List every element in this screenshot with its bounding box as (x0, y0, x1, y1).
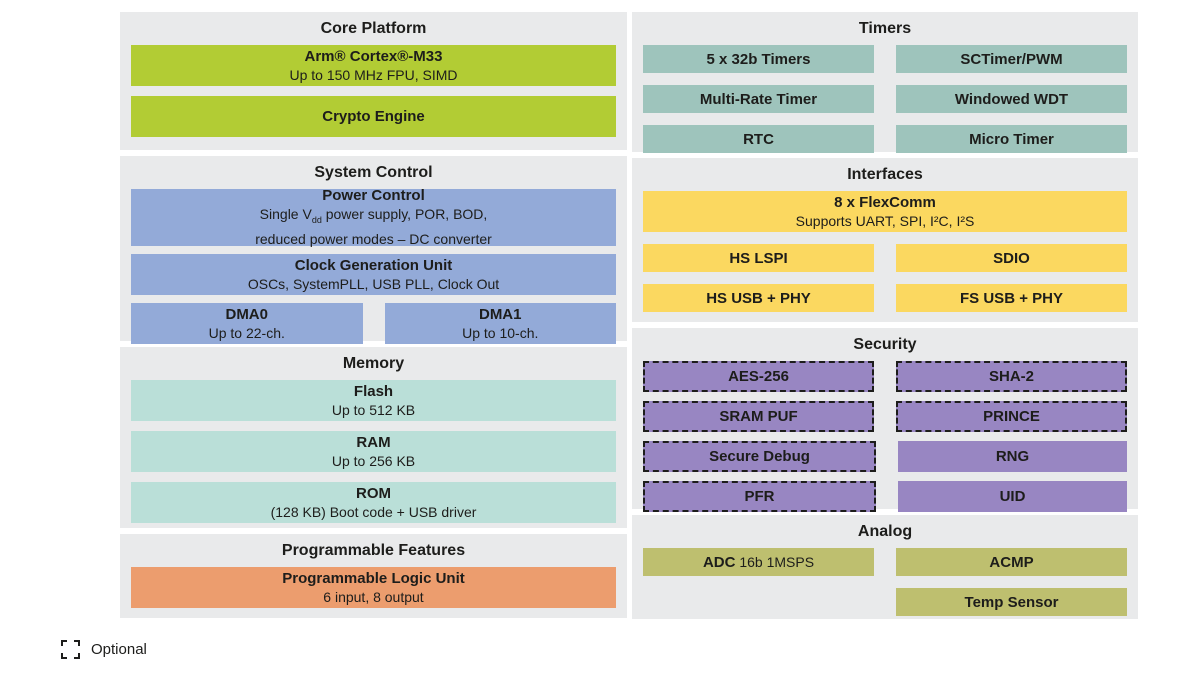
block-adc: ADC 16b 1MSPS (643, 548, 874, 576)
section-title-analog: Analog (857, 523, 913, 540)
block-multi-rate-timer: Multi-Rate Timer (643, 85, 874, 113)
block-dma1: DMA1 Up to 10-ch. (384, 303, 616, 344)
section-title-core-platform: Core Platform (320, 20, 427, 37)
block-clock-generation-subtitle: OSCs, SystemPLL, USB PLL, Clock Out (247, 275, 500, 292)
block-pfr: PFR (643, 481, 876, 512)
block-windowed-wdt: Windowed WDT (896, 85, 1127, 113)
section-security: Security AES-256 SHA-2 SRAM PUF PRINCE S… (632, 328, 1138, 512)
section-title-interfaces: Interfaces (847, 166, 923, 183)
block-ram: RAM Up to 256 KB (131, 431, 616, 472)
block-rom-title: ROM (356, 484, 391, 502)
block-flexcomm-title: 8 x FlexComm (834, 193, 936, 211)
section-title-system-control: System Control (314, 164, 433, 181)
block-sha-2: SHA-2 (896, 361, 1127, 392)
block-rtc: RTC (643, 125, 874, 153)
block-power-control-line3: reduced power modes – DC converter (255, 230, 492, 247)
block-rom-subtitle: (128 KB) Boot code + USB driver (270, 503, 477, 520)
block-power-control: Power Control Single Vdd power supply, P… (131, 187, 616, 247)
block-dma1-subtitle: Up to 10-ch. (462, 324, 539, 341)
block-dma0-title: DMA0 (225, 305, 268, 323)
section-system-control: System Control Power Control Single Vdd … (120, 156, 627, 344)
optional-dashed-swatch (61, 640, 80, 659)
block-clock-generation: Clock Generation Unit OSCs, SystemPLL, U… (131, 254, 616, 295)
block-dma0: DMA0 Up to 22-ch. (131, 303, 363, 344)
block-sdio: SDIO (896, 244, 1127, 272)
section-title-timers: Timers (858, 20, 912, 37)
block-dma1-title: DMA1 (478, 305, 522, 323)
block-adc-label: ADC 16b 1MSPS (702, 553, 815, 571)
block-fs-usb-phy: FS USB + PHY (896, 284, 1127, 312)
block-aes-256: AES-256 (643, 361, 874, 392)
block-micro-timer: Micro Timer (896, 125, 1127, 153)
block-temp-sensor: Temp Sensor (896, 588, 1127, 616)
block-flash: Flash Up to 512 KB (131, 380, 616, 421)
block-ram-subtitle: Up to 256 KB (331, 452, 416, 469)
section-programmable-features: Programmable Features Programmable Logic… (120, 534, 627, 618)
block-flexcomm-subtitle: Supports UART, SPI, I²C, I²S (795, 212, 975, 229)
section-title-memory: Memory (342, 355, 405, 372)
block-hs-usb-phy: HS USB + PHY (643, 284, 874, 312)
block-plu-title: Programmable Logic Unit (282, 569, 465, 587)
block-flash-subtitle: Up to 512 KB (331, 401, 416, 418)
block-crypto-engine: Crypto Engine (131, 96, 616, 137)
block-flash-title: Flash (353, 382, 394, 400)
optional-label: Optional (91, 641, 147, 658)
block-acmp: ACMP (896, 548, 1127, 576)
section-interfaces: Interfaces 8 x FlexComm Supports UART, S… (632, 158, 1138, 322)
section-core-platform: Core Platform Arm® Cortex®-M33 Up to 150… (120, 12, 627, 150)
block-power-control-title: Power Control (322, 187, 425, 205)
block-32b-timers: 5 x 32b Timers (643, 45, 874, 73)
block-sram-puf: SRAM PUF (643, 401, 874, 432)
block-plu-subtitle: 6 input, 8 output (323, 588, 424, 605)
block-sctimer-pwm: SCTimer/PWM (896, 45, 1127, 73)
block-cortex-m33-title: Arm® Cortex®-M33 (304, 47, 443, 65)
block-rom: ROM (128 KB) Boot code + USB driver (131, 482, 616, 523)
block-ram-title: RAM (356, 433, 391, 451)
block-crypto-engine-title: Crypto Engine (322, 108, 425, 125)
block-hs-lspi: HS LSPI (643, 244, 874, 272)
legend-optional: Optional (61, 640, 147, 659)
block-cortex-m33: Arm® Cortex®-M33 Up to 150 MHz FPU, SIMD (131, 45, 616, 86)
block-rng: RNG (898, 441, 1127, 472)
block-clock-generation-title: Clock Generation Unit (294, 256, 453, 274)
block-power-control-line2: Single Vdd power supply, POR, BOD, (259, 206, 488, 225)
section-analog: Analog ADC 16b 1MSPS ACMP Temp Sensor (632, 515, 1138, 619)
block-secure-debug: Secure Debug (643, 441, 876, 472)
block-uid: UID (898, 481, 1127, 512)
block-programmable-logic-unit: Programmable Logic Unit 6 input, 8 outpu… (131, 567, 616, 608)
section-memory: Memory Flash Up to 512 KB RAM Up to 256 … (120, 347, 627, 528)
right-column: Timers 5 x 32b Timers SCTimer/PWM Multi-… (632, 12, 1138, 619)
block-cortex-m33-subtitle: Up to 150 MHz FPU, SIMD (289, 66, 458, 83)
block-prince: PRINCE (896, 401, 1127, 432)
section-timers: Timers 5 x 32b Timers SCTimer/PWM Multi-… (632, 12, 1138, 153)
block-flexcomm: 8 x FlexComm Supports UART, SPI, I²C, I²… (643, 191, 1127, 232)
block-dma0-subtitle: Up to 22-ch. (208, 324, 285, 341)
section-title-security: Security (853, 336, 917, 353)
section-title-programmable-features: Programmable Features (281, 542, 466, 559)
analog-empty-cell (643, 588, 874, 616)
left-column: Core Platform Arm® Cortex®-M33 Up to 150… (120, 12, 627, 618)
